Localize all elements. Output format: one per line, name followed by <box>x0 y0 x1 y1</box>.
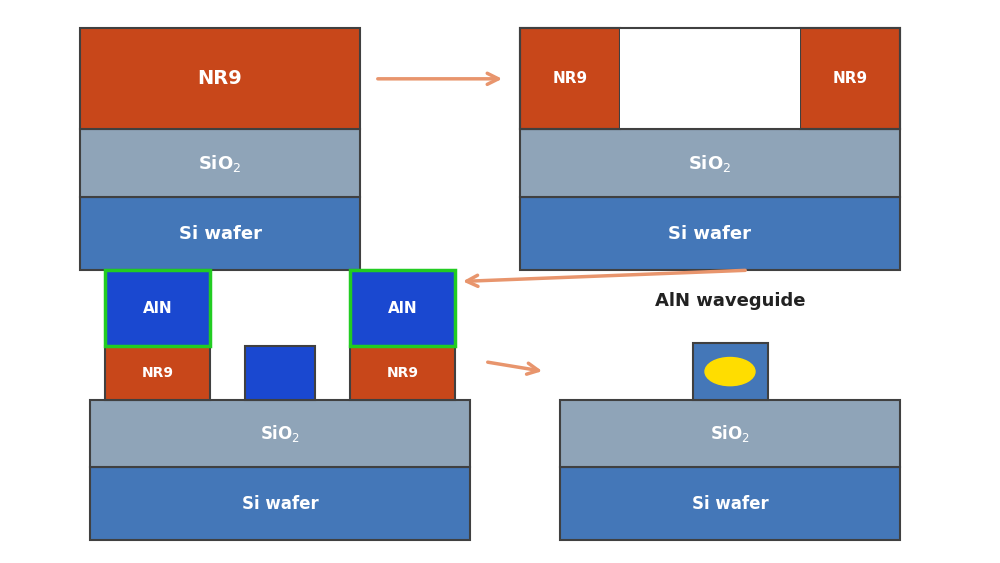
Text: NR9: NR9 <box>198 69 242 88</box>
Text: SiO$_2$: SiO$_2$ <box>260 423 300 444</box>
Text: Si wafer: Si wafer <box>692 495 768 513</box>
FancyBboxPatch shape <box>80 28 360 129</box>
Text: NR9: NR9 <box>552 72 588 86</box>
FancyBboxPatch shape <box>80 129 360 197</box>
Text: SiO$_2$: SiO$_2$ <box>198 153 242 174</box>
Text: SiO$_2$: SiO$_2$ <box>710 423 750 444</box>
Text: AlN waveguide: AlN waveguide <box>655 292 805 310</box>
Text: Si wafer: Si wafer <box>242 495 318 513</box>
Text: Si wafer: Si wafer <box>179 225 262 243</box>
FancyBboxPatch shape <box>245 346 315 400</box>
FancyBboxPatch shape <box>350 270 455 346</box>
Text: SiO$_2$: SiO$_2$ <box>688 153 732 174</box>
FancyBboxPatch shape <box>520 197 900 270</box>
Circle shape <box>705 358 755 386</box>
FancyBboxPatch shape <box>105 346 210 400</box>
Text: NR9: NR9 <box>142 366 174 380</box>
FancyBboxPatch shape <box>620 28 800 129</box>
FancyBboxPatch shape <box>105 270 210 346</box>
Text: AlN: AlN <box>388 301 417 316</box>
Text: Si wafer: Si wafer <box>668 225 752 243</box>
FancyBboxPatch shape <box>90 400 470 467</box>
FancyBboxPatch shape <box>560 400 900 467</box>
Text: AlN: AlN <box>143 301 172 316</box>
FancyBboxPatch shape <box>520 129 900 197</box>
Text: NR9: NR9 <box>832 72 868 86</box>
FancyBboxPatch shape <box>693 343 768 400</box>
FancyBboxPatch shape <box>560 467 900 540</box>
FancyBboxPatch shape <box>90 467 470 540</box>
FancyBboxPatch shape <box>520 28 620 129</box>
FancyBboxPatch shape <box>80 197 360 270</box>
FancyBboxPatch shape <box>350 346 455 400</box>
FancyBboxPatch shape <box>800 28 900 129</box>
Text: NR9: NR9 <box>386 366 418 380</box>
